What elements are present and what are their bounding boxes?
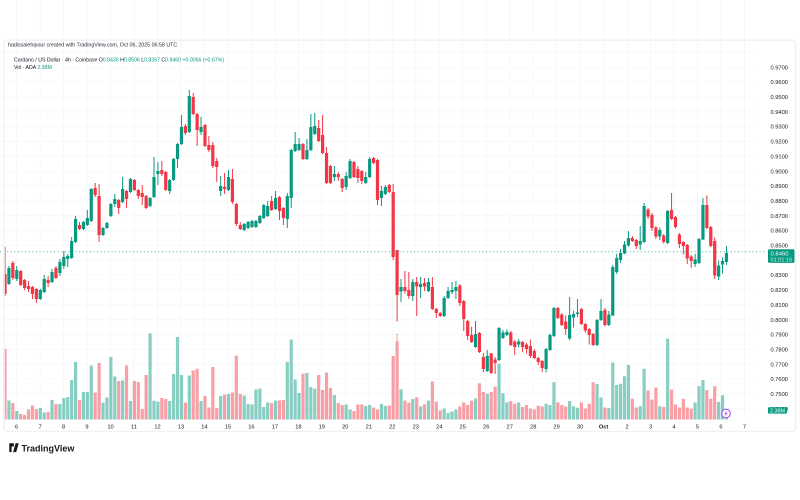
- svg-text:0.9500: 0.9500: [771, 95, 788, 101]
- svg-text:TradingView: TradingView: [22, 443, 76, 453]
- svg-text:10: 10: [107, 424, 113, 430]
- svg-text:0.8100: 0.8100: [771, 303, 788, 309]
- svg-text:19: 19: [319, 424, 325, 430]
- svg-text:0.8460: 0.8460: [771, 251, 790, 257]
- svg-text:Oct: Oct: [599, 424, 609, 430]
- svg-text:21: 21: [366, 424, 372, 430]
- svg-text:0.8500: 0.8500: [771, 244, 788, 250]
- svg-text:0.7800: 0.7800: [771, 348, 788, 354]
- svg-text:9: 9: [85, 424, 88, 430]
- svg-text:0.9200: 0.9200: [771, 140, 788, 146]
- svg-text:5: 5: [696, 424, 699, 430]
- svg-text:18: 18: [295, 424, 301, 430]
- svg-text:0.8900: 0.8900: [771, 184, 788, 190]
- svg-text:20: 20: [342, 424, 348, 430]
- svg-text:22: 22: [389, 424, 395, 430]
- svg-text:8: 8: [62, 424, 65, 430]
- svg-text:28: 28: [530, 424, 536, 430]
- svg-text:6: 6: [15, 424, 18, 430]
- svg-text:0.8800: 0.8800: [771, 199, 788, 205]
- svg-text:27: 27: [507, 424, 513, 430]
- svg-text:0.8000: 0.8000: [771, 318, 788, 324]
- svg-text:0.7700: 0.7700: [771, 362, 788, 368]
- svg-text:17: 17: [272, 424, 278, 430]
- svg-text:7: 7: [39, 424, 42, 430]
- svg-text:0.8700: 0.8700: [771, 214, 788, 220]
- svg-text:0.7500: 0.7500: [771, 392, 788, 398]
- svg-text:hadissalehipour created with T: hadissalehipour created with TradingView…: [8, 43, 177, 49]
- svg-text:0.9700: 0.9700: [771, 65, 788, 71]
- svg-text:30: 30: [577, 424, 583, 430]
- svg-text:2.38M: 2.38M: [770, 408, 785, 414]
- svg-text:0.9400: 0.9400: [771, 110, 788, 116]
- svg-text:3: 3: [649, 424, 652, 430]
- svg-text:0.9600: 0.9600: [771, 80, 788, 86]
- svg-text:29: 29: [553, 424, 559, 430]
- svg-text:Cardano / US Dollar · 4h · Coi: Cardano / US Dollar · 4h · Coinbase O0.8…: [14, 57, 224, 63]
- svg-text:6: 6: [719, 424, 722, 430]
- svg-text:14: 14: [201, 424, 207, 430]
- svg-text:7: 7: [743, 424, 746, 430]
- svg-text:Vol · ADA 2.38M: Vol · ADA 2.38M: [14, 65, 52, 71]
- svg-text:15: 15: [225, 424, 231, 430]
- svg-text:01:01:16: 01:01:16: [771, 258, 793, 264]
- svg-text:2: 2: [626, 424, 629, 430]
- svg-text:0.9300: 0.9300: [771, 125, 788, 131]
- svg-text:23: 23: [413, 424, 419, 430]
- svg-text:11: 11: [131, 424, 137, 430]
- svg-text:12: 12: [154, 424, 160, 430]
- svg-text:0.7600: 0.7600: [771, 377, 788, 383]
- svg-text:0.9000: 0.9000: [771, 169, 788, 175]
- svg-text:4: 4: [672, 424, 675, 430]
- svg-text:26: 26: [483, 424, 489, 430]
- svg-text:13: 13: [178, 424, 184, 430]
- svg-text:0.9100: 0.9100: [771, 154, 788, 160]
- svg-text:25: 25: [460, 424, 466, 430]
- svg-text:0.8200: 0.8200: [771, 288, 788, 294]
- svg-text:0.8300: 0.8300: [771, 273, 788, 279]
- svg-text:0.8600: 0.8600: [771, 229, 788, 235]
- svg-text:16: 16: [248, 424, 254, 430]
- svg-text:24: 24: [436, 424, 442, 430]
- svg-text:0.7900: 0.7900: [771, 333, 788, 339]
